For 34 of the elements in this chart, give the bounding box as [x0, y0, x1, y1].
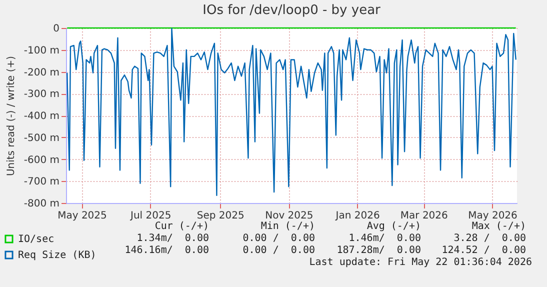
y-tick-label: -800 m [24, 198, 60, 210]
text: 187.28m/ 0.00 [336, 245, 421, 257]
text: 146.16m/ 0.00 [124, 245, 209, 257]
y-tick-label: -600 m [24, 154, 60, 166]
y-tick-label: -700 m [24, 176, 60, 188]
legend-label: Req Size (KB) [18, 250, 96, 261]
x-tick-label: Nov 2025 [265, 210, 314, 222]
text: Min (-/+) [260, 221, 315, 233]
text: Last update: Fri May 22 01:36:04 2026 [309, 257, 532, 269]
chart-title: IOs for /dev/loop0 - by year [202, 3, 382, 18]
line-series [66, 28, 516, 196]
text: Avg (-/+) [366, 221, 421, 233]
text: 0.00 / 0.00 [242, 233, 315, 245]
y-tick-label: -300 m [24, 89, 60, 100]
legend-label: IO/sec [18, 234, 54, 245]
text: 124.52 / 0.00 [442, 245, 526, 257]
x-tick-label: Sep 2025 [196, 210, 244, 222]
y-axis-title: Units read (-) / write (+) [6, 56, 17, 176]
y-tick-label: 0 [53, 24, 60, 34]
x-tick-label: May 2026 [468, 210, 518, 222]
text: 0.00 / 0.00 [242, 245, 315, 257]
text: Cur (-/+) [154, 221, 209, 233]
y-tick-label: -500 m [24, 132, 60, 144]
y-tick-label: -100 m [24, 45, 60, 56]
text: Max (-/+) [472, 221, 526, 233]
x-tick-label: Jan 2026 [334, 210, 380, 222]
x-tick-label: May 2025 [58, 210, 107, 222]
y-tick-label: -200 m [24, 67, 60, 78]
text: 1.34m/ 0.00 [136, 233, 209, 245]
text: 1.46m/ 0.00 [348, 233, 421, 245]
y-tick-label: -400 m [24, 111, 60, 122]
x-tick-label: Mar 2026 [400, 210, 448, 222]
x-tick-label: Jul 2025 [130, 210, 172, 222]
text: 3.28 / 0.00 [454, 233, 526, 245]
